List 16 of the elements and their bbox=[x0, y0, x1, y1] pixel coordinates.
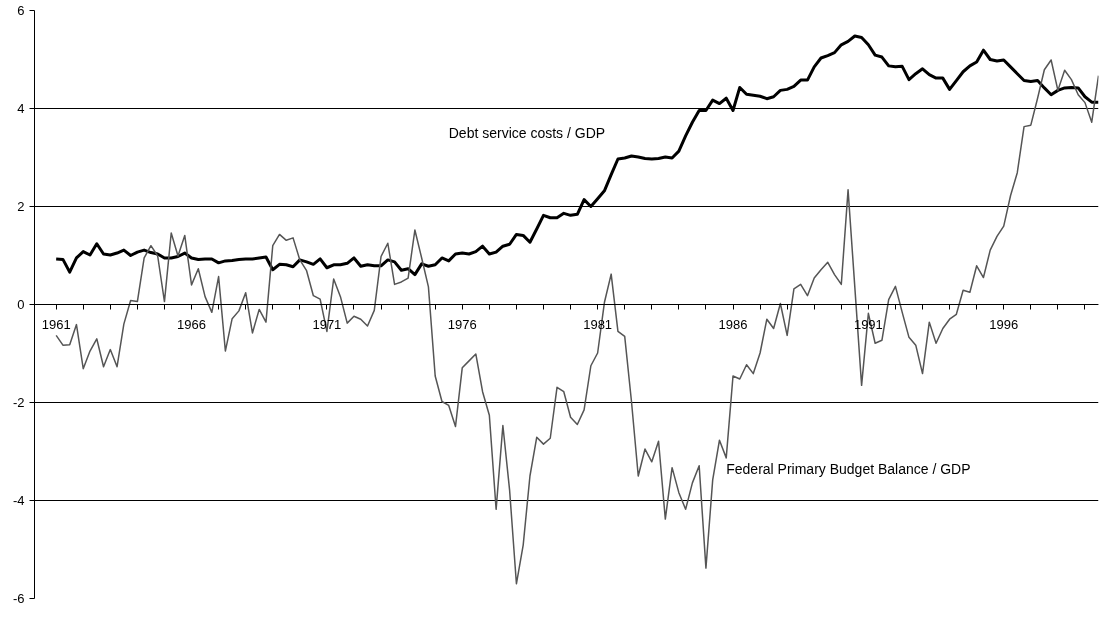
y-tick-label: -4 bbox=[12, 493, 25, 508]
x-tick-label: 1996 bbox=[989, 316, 1019, 332]
x-tick-label: 1986 bbox=[718, 316, 748, 332]
y-tick-label: -2 bbox=[12, 395, 25, 410]
x-tick-label: 1966 bbox=[177, 316, 206, 332]
y-tick-label: 2 bbox=[17, 199, 25, 214]
annotation: Debt service costs / GDP bbox=[448, 125, 606, 141]
y-tick-label: -6 bbox=[12, 591, 25, 606]
annotation: Federal Primary Budget Balance / GDP bbox=[726, 460, 971, 477]
x-tick-label: 1971 bbox=[312, 316, 342, 332]
x-tick-label: 1961 bbox=[41, 316, 71, 332]
y-tick-label: 0 bbox=[17, 297, 25, 312]
x-tick-label: 1981 bbox=[583, 316, 613, 332]
x-tick-label: 1976 bbox=[447, 316, 477, 332]
y-tick-label: 6 bbox=[17, 3, 25, 18]
y-tick-label: 4 bbox=[17, 101, 25, 116]
